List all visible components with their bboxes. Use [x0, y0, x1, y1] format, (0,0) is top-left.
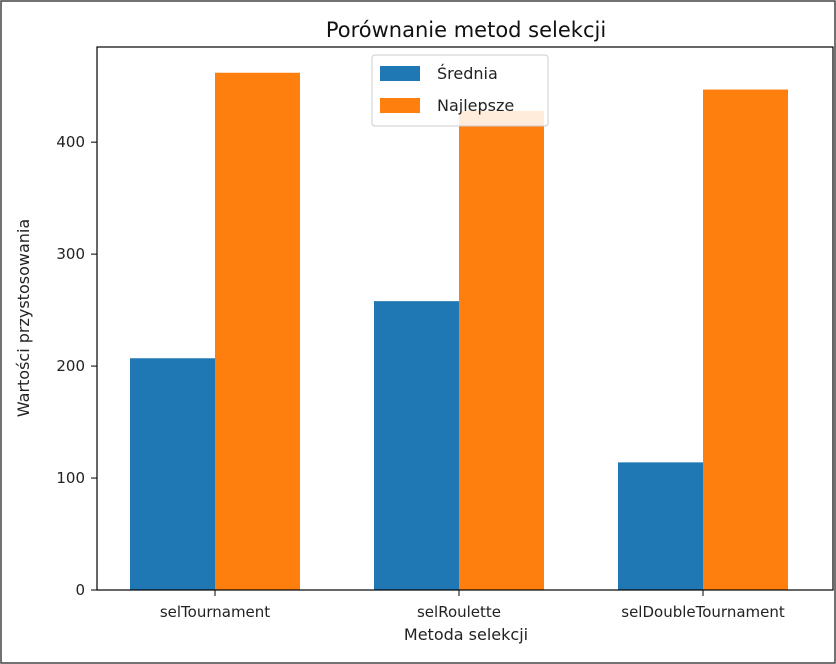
y-tick-label-100: 100 [56, 469, 85, 487]
bar-srednia-seltournament [130, 358, 215, 590]
bar-srednia-seldoubletournament [618, 462, 703, 590]
x-tick-label-selroulette: selRoulette [417, 603, 501, 621]
legend: Średnia Najlepsze [371, 54, 549, 127]
y-tick-label-300: 300 [56, 245, 85, 263]
legend-label-srednia: Średnia [437, 64, 498, 83]
y-tick-label-200: 200 [56, 357, 85, 375]
x-tick-label-seltournament: selTournament [160, 603, 270, 621]
y-axis: 0 100 200 300 400 [56, 133, 97, 599]
chart-title: Porównanie metod selekcji [326, 18, 606, 42]
bar-najlepsze-seltournament [215, 72, 300, 591]
x-tick-label-seldoubletournament: selDoubleTournament [621, 603, 785, 621]
bar-najlepsze-selroulette [459, 110, 544, 590]
legend-swatch-srednia [380, 66, 420, 81]
y-tick-label-0: 0 [75, 581, 85, 599]
x-axis: selTournament selRoulette selDoubleTournam… [160, 590, 785, 621]
plot-frame [96, 46, 834, 591]
y-tick-label-400: 400 [56, 133, 85, 151]
y-axis-label: Wartości przystosowania [14, 219, 33, 417]
bar-najlepsze-seldoubletournament [703, 89, 788, 591]
legend-swatch-najlepsze [380, 98, 420, 113]
bars-layer [130, 72, 788, 591]
x-axis-label: Metoda selekcji [404, 625, 528, 644]
bar-srednia-selroulette [374, 301, 459, 590]
legend-label-najlepsze: Najlepsze [437, 96, 514, 115]
